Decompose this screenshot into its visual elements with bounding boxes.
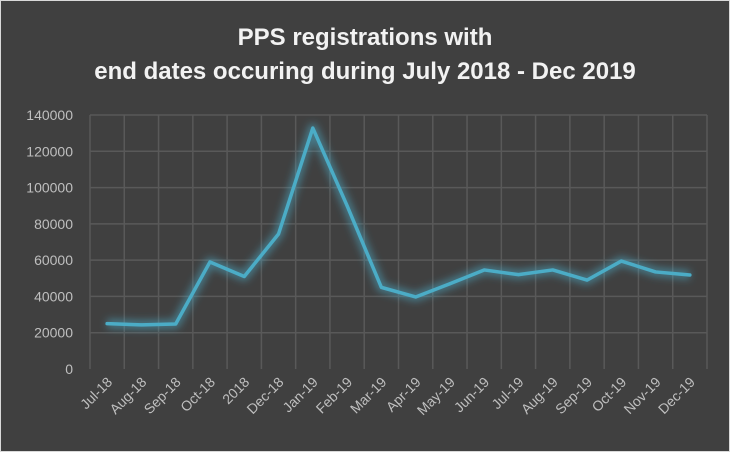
x-tick-label: May-19 [414,374,458,418]
y-tick-label: 120000 [26,143,73,159]
data-point [551,268,555,272]
data-point [242,274,246,278]
series-line [105,126,692,327]
x-tick-label: Sep-19 [552,374,595,417]
data-point [654,270,658,274]
x-tick-label: Dec-19 [655,374,698,417]
data-point [311,126,315,130]
data-point [482,268,486,272]
y-tick-label: 0 [65,361,73,377]
x-tick-label: Aug-19 [518,374,561,417]
x-tick-label: Aug-18 [106,374,149,417]
data-point [516,273,520,277]
x-tick-label: Jan-19 [279,374,321,416]
y-tick-label: 80000 [34,216,73,232]
x-tick-label: Oct-18 [177,374,218,415]
x-tick-label: Mar-19 [347,374,390,417]
x-tick-label: Dec-18 [243,374,286,417]
data-point [105,322,109,326]
data-point [585,278,589,282]
data-point [208,260,212,264]
x-tick-label: Jun-19 [451,374,493,416]
y-tick-label: 20000 [34,325,73,341]
data-point [688,273,692,277]
chart-title-line-1: PPS registrations with [237,24,493,51]
data-point [414,295,418,299]
data-point [139,323,143,327]
data-point [448,282,452,286]
y-tick-label: 140000 [26,107,73,123]
x-tick-label: Feb-19 [313,374,356,417]
x-tick-label: Nov-19 [620,374,663,417]
y-tick-label: 60000 [34,252,73,268]
data-point [174,322,178,326]
y-tick-label: 40000 [34,288,73,304]
data-point [619,259,623,263]
data-point [345,204,349,208]
chart-title: PPS registrations with end dates occurin… [1,21,729,89]
x-tick-label: Sep-18 [141,374,184,417]
chart-title-line-2: end dates occuring during July 2018 - De… [94,58,636,85]
data-point [379,285,383,289]
data-point [277,232,281,236]
y-tick-label: 100000 [26,180,73,196]
